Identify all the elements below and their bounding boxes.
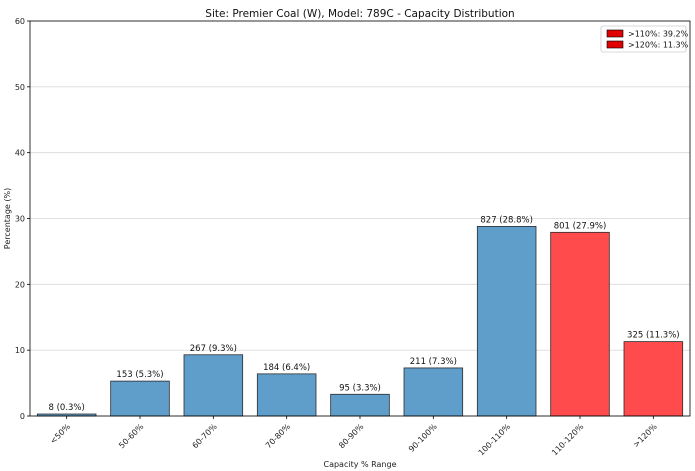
x-tick-label: 60-70% [191,422,219,450]
x-axis-label: Capacity % Range [323,460,396,469]
chart-title: Site: Premier Coal (W), Model: 789C - Ca… [205,8,514,20]
bar-labels: 8 (0.3%) 153 (5.3%) 267 (9.3%) 184 (6.4%) 95… [48,215,679,413]
x-tick-label: 100-110% [477,422,513,458]
bar-value-label: 184 (6.4%) [263,363,310,373]
y-axis-label: Percentage (%) [3,188,12,249]
bar [550,231,610,417]
bar-value-label: 211 (7.3%) [410,357,457,367]
bars [36,225,684,417]
y-tick-label: 30 [15,215,25,224]
plot-frame [29,20,691,417]
x-tick-label: 90-100% [407,422,439,454]
bar-value-label: 153 (5.3%) [116,370,163,380]
bar [403,367,464,417]
bar-value-label: 267 (9.3%) [190,344,237,354]
y-tick-label: 10 [15,346,25,355]
x-tick-label: 110-120% [550,422,586,458]
bar [256,373,317,417]
legend-entry: >120%: 11.3% [628,41,689,50]
legend-entry: >110%: 39.2% [628,30,689,39]
y-axis-ticks: 0 10 20 30 40 50 60 [15,17,30,421]
bar [476,225,537,417]
bar-value-label: 827 (28.8%) [480,215,533,225]
x-tick-label: >120% [631,422,659,450]
y-tick-label: 50 [15,83,25,92]
bar-value-label: 801 (27.9%) [554,221,607,231]
bar [110,380,170,417]
bar [183,354,244,417]
y-tick-label: 40 [15,149,25,158]
x-tick-label: <50% [48,422,72,446]
bar-value-label: 325 (11.3%) [627,331,680,341]
x-tick-label: 50-60% [117,422,145,450]
x-axis-ticks: <50% 50-60% 60-70% 70-80% 80-90% 90-100% 100-1… [48,416,659,457]
bar-value-label: 95 (3.3%) [339,383,381,393]
legend-swatch [606,29,624,38]
y-tick-label: 0 [20,412,25,421]
bar [623,341,684,417]
legend-swatch [606,40,624,49]
x-tick-label: 70-80% [264,422,292,450]
x-tick-label: 80-90% [337,422,365,450]
bar [330,393,390,417]
y-tick-label: 20 [15,280,25,289]
y-tick-label: 60 [15,17,25,26]
bar-value-label: 8 (0.3%) [48,403,84,413]
legend: >110%: 39.2% >120%: 11.3% [600,25,689,53]
